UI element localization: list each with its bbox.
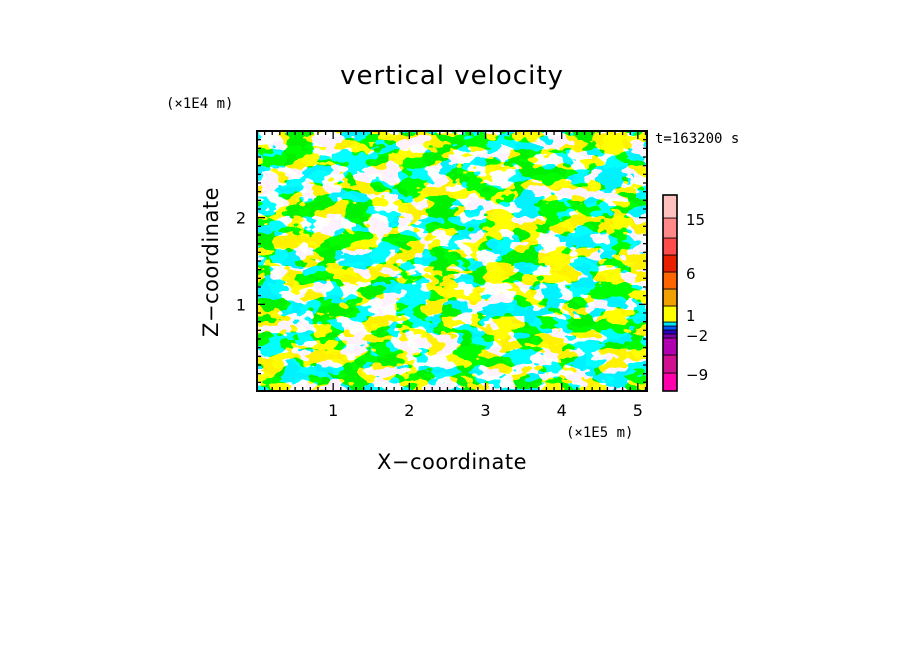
colorbar-band: [662, 237, 678, 256]
colorbar-band: [662, 288, 678, 307]
x-tick-label: 3: [480, 401, 490, 420]
colorbar-band: [662, 372, 678, 392]
colorbar-band: [662, 305, 678, 323]
colorbar-band: [662, 354, 678, 374]
colorbar-frame: [662, 194, 678, 392]
x-tick-label: 5: [633, 401, 643, 420]
colorbar-band: [662, 217, 678, 239]
chart-title: vertical velocity: [340, 61, 564, 91]
colorbar-band: [662, 329, 678, 335]
y-tick-label: 2: [236, 209, 246, 228]
colorbar-tick-label: −2: [686, 327, 708, 345]
colorbar: 15 6 1 −2 −9: [662, 194, 708, 392]
colorbar-tick-label: 6: [686, 265, 696, 283]
x-tick-label: 2: [404, 401, 414, 420]
colorbar-band: [662, 271, 678, 290]
colorbar-band: [662, 194, 678, 219]
colorbar-band: [662, 254, 678, 273]
time-label: t=163200 s: [655, 131, 739, 147]
x-tick-label: 4: [557, 401, 567, 420]
colorbar-tick-label: 1: [686, 307, 696, 325]
x-axis-label: X−coordinate: [377, 450, 527, 474]
colorbar-band: [662, 321, 678, 327]
y-axis-label: Z−coordinate: [199, 187, 223, 337]
colorbar-band: [662, 333, 678, 339]
x-axis-ticks: 1 2 3 4 5: [263, 131, 647, 420]
x-tick-label: 1: [328, 401, 338, 420]
x-unit-label: (×1E5 m): [566, 425, 633, 441]
y-axis-ticks: 12: [236, 139, 647, 383]
colorbar-tick-label: 15: [686, 211, 705, 229]
contour-field: [257, 131, 647, 391]
colorbar-band: [662, 337, 678, 356]
colorbar-band: [662, 325, 678, 331]
y-tick-label: 1: [236, 295, 246, 314]
y-unit-label: (×1E4 m): [166, 96, 233, 112]
colorbar-tick-label: −9: [686, 366, 708, 384]
